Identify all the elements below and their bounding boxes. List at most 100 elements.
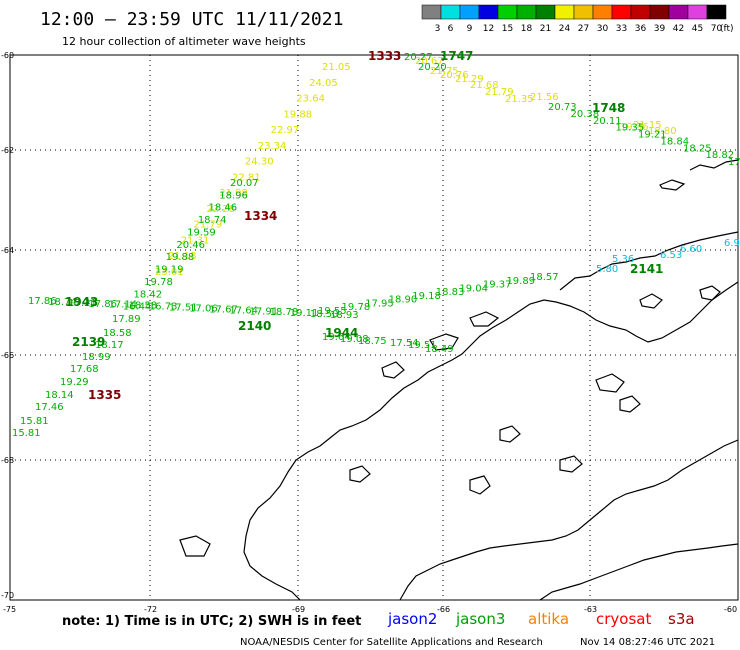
lat-label: -70 bbox=[1, 591, 14, 600]
wave-value: 21.05 bbox=[322, 62, 351, 73]
legend-label: 18 bbox=[521, 24, 533, 34]
wave-value: 19.78 bbox=[342, 302, 371, 313]
graticule bbox=[10, 55, 738, 600]
legend-swatch bbox=[516, 4, 537, 20]
wave-value: 18.14 bbox=[45, 390, 74, 401]
legend-label: 15 bbox=[502, 24, 513, 34]
legend-label: 45 bbox=[692, 24, 703, 34]
wave-value: 17.67 bbox=[209, 304, 238, 315]
wave-value: 18.78 bbox=[270, 307, 299, 318]
wave-value: 19.19 bbox=[155, 265, 184, 276]
wave-value: 18.96 bbox=[219, 190, 248, 201]
wave-value: 17.86 bbox=[88, 299, 117, 310]
wave-value: 19.51 bbox=[408, 340, 437, 351]
wave-value: 19.89 bbox=[506, 276, 535, 287]
wave-value: 17.95 bbox=[365, 298, 394, 309]
wave-value: 19.88 bbox=[283, 109, 312, 120]
wave-value: 19.37 bbox=[483, 280, 512, 291]
wave-value: 18.82 bbox=[706, 150, 735, 161]
wave-value: 18.42 bbox=[133, 289, 162, 300]
legend-label: 6 bbox=[448, 24, 454, 34]
wave-value: 1943 bbox=[65, 295, 98, 309]
wave-value: 18.93 bbox=[330, 310, 359, 321]
wave-value: 18.75 bbox=[358, 336, 387, 347]
lon-label: -60 bbox=[724, 605, 737, 614]
wave-value: 17.89 bbox=[112, 314, 141, 325]
wave-value: 17.6 bbox=[728, 157, 740, 168]
wave-value: 24.05 bbox=[309, 78, 338, 89]
satellite-jason3: jason3 bbox=[455, 610, 505, 628]
wave-value: 18.74 bbox=[48, 297, 77, 308]
wave-value: 19.36 bbox=[620, 122, 649, 133]
wave-value: 22.28 bbox=[206, 204, 235, 215]
wave-value: 17.64 bbox=[229, 305, 258, 316]
wave-value: 15.81 bbox=[12, 428, 41, 439]
wave-value: 20.67 bbox=[415, 56, 444, 67]
map-subtitle: 12 hour collection of altimeter wave hei… bbox=[62, 35, 306, 48]
wave-value: 24.30 bbox=[245, 157, 274, 168]
wave-value: 2139 bbox=[72, 335, 105, 349]
lat-label: -68 bbox=[1, 456, 14, 465]
satellite-key: jason2 jason3 altika cryosat s3a bbox=[387, 610, 695, 628]
legend-swatch bbox=[459, 4, 480, 20]
legend-label: 21 bbox=[540, 24, 551, 34]
wave-value: 1748 bbox=[592, 101, 625, 115]
wave-value: 18.50 bbox=[310, 309, 339, 320]
wave-value: 17.14 bbox=[109, 300, 138, 311]
lat-label: -66 bbox=[1, 351, 14, 360]
wave-value: 17.86 bbox=[28, 296, 57, 307]
wave-value: 21.15 bbox=[633, 120, 662, 131]
wave-value: 22.81 bbox=[232, 172, 261, 183]
legend-swatch bbox=[592, 4, 613, 20]
wave-value: 21.75 bbox=[430, 66, 459, 77]
wave-value: 20.46 bbox=[176, 240, 205, 251]
wave-value: 21.31 bbox=[181, 235, 210, 246]
wave-value: 2140 bbox=[238, 319, 271, 333]
wave-value: 2141 bbox=[630, 262, 663, 276]
legend-swatch bbox=[478, 4, 499, 20]
legend-label: 42 bbox=[673, 24, 684, 34]
legend-label: 12 bbox=[483, 24, 494, 34]
wave-value: 21.79 bbox=[194, 220, 223, 231]
wave-value: 20.38 bbox=[571, 109, 600, 120]
wave-value: 1747 bbox=[440, 49, 473, 63]
wave-value: 21.18 bbox=[168, 251, 197, 262]
map-frame bbox=[9, 54, 739, 601]
legend-label: 27 bbox=[578, 24, 589, 34]
wave-value: 17.46 bbox=[35, 402, 64, 413]
legend-label: 70 bbox=[711, 24, 723, 34]
lat-label: -60 bbox=[1, 51, 14, 60]
wave-value: 1333 bbox=[368, 49, 401, 63]
wave-value: 20.27 bbox=[404, 52, 433, 63]
legend-label: 33 bbox=[616, 24, 627, 34]
legend-label: 30 bbox=[597, 24, 609, 34]
wave-value: 20.73 bbox=[548, 102, 577, 113]
wave-value: 6.60 bbox=[680, 244, 702, 255]
lat-label: -64 bbox=[1, 246, 14, 255]
wave-value: 17.54 bbox=[390, 338, 419, 349]
wave-value: 18.58 bbox=[103, 328, 132, 339]
wave-value: 1335 bbox=[88, 388, 121, 402]
wave-value: 19.21 bbox=[638, 130, 667, 141]
wave-value: 19.59 bbox=[187, 227, 216, 238]
wave-value: 19.88 bbox=[166, 252, 195, 263]
wave-value: 19.35 bbox=[616, 123, 645, 134]
wave-value: 18.99 bbox=[82, 352, 111, 363]
wave-value: 21.68 bbox=[470, 80, 499, 91]
legend-swatch bbox=[687, 4, 708, 20]
wave-value: 18.74 bbox=[198, 215, 227, 226]
wave-value: 16.44 bbox=[123, 302, 152, 313]
wave-value: 6.9 bbox=[724, 238, 740, 249]
wave-value: 19.11 bbox=[290, 308, 319, 319]
wave-value: 18.83 bbox=[436, 287, 465, 298]
legend-swatch bbox=[554, 4, 575, 20]
wave-tracks: 21.05 24.05 23.64 19.88 22.97 23.34 24.30 22.81… bbox=[12, 49, 740, 439]
wave-value: 17.91 bbox=[249, 306, 278, 317]
legend-swatch bbox=[668, 4, 689, 20]
legend-swatch bbox=[706, 4, 727, 20]
legend-swatch bbox=[573, 4, 594, 20]
wave-value: 21.98 bbox=[219, 188, 248, 199]
legend-swatch bbox=[649, 4, 670, 20]
legend-label: 3 bbox=[435, 24, 441, 34]
wave-value: 15.81 bbox=[20, 416, 49, 427]
